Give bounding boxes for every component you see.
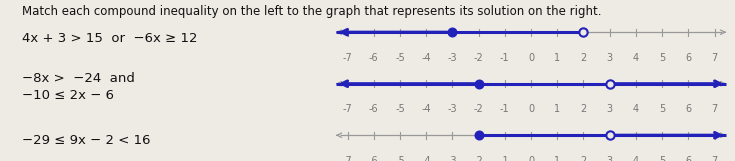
- Text: −8x >  −24  and
−10 ≤ 2x − 6: −8x > −24 and −10 ≤ 2x − 6: [22, 72, 135, 102]
- Text: −29 ≤ 9x − 2 < 16: −29 ≤ 9x − 2 < 16: [22, 134, 151, 147]
- Text: 4x + 3 > 15  or  −6x ≥ 12: 4x + 3 > 15 or −6x ≥ 12: [22, 32, 198, 45]
- Text: Match each compound inequality on the left to the graph that represents its solu: Match each compound inequality on the le…: [22, 5, 601, 18]
